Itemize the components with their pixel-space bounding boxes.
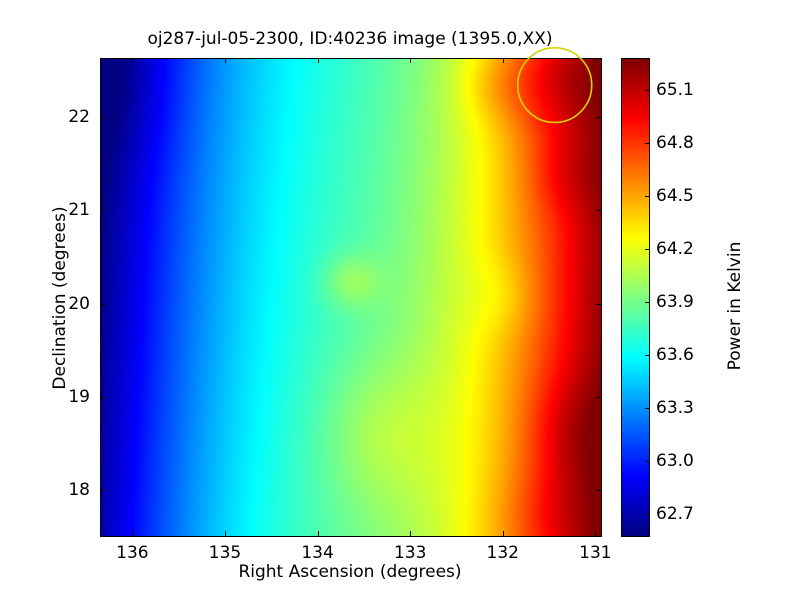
y-tick-mark-right xyxy=(596,116,601,118)
y-tick-mark-right xyxy=(596,396,601,398)
colorbar-tick-label: 63.0 xyxy=(656,450,694,471)
x-tick-mark-top xyxy=(225,58,226,63)
x-tick-mark-top xyxy=(502,58,504,63)
colorbar-tick-mark xyxy=(645,407,650,409)
y-tick-mark-left xyxy=(100,116,105,118)
y-tick-label: 20 xyxy=(68,293,90,314)
x-tick-mark-top xyxy=(317,58,319,63)
x-tick-mark-top xyxy=(595,58,597,63)
x-tick-mark-bottom xyxy=(317,531,319,536)
x-tick-label: 134 xyxy=(301,543,334,563)
x-tick-mark-bottom xyxy=(225,531,226,536)
colorbar-tick-label: 62.7 xyxy=(656,503,694,524)
source-circle xyxy=(516,46,593,124)
x-tick-label: 133 xyxy=(393,543,427,563)
x-tick-label: 132 xyxy=(486,543,519,563)
colorbar-tick-label: 63.3 xyxy=(656,397,694,418)
page-title: oj287-jul-05-2300, ID:40236 image (1395.… xyxy=(147,29,553,49)
y-tick-mark-left xyxy=(100,303,105,305)
x-tick-mark-bottom xyxy=(502,531,504,536)
y-tick-mark-left xyxy=(100,396,105,398)
y-tick-mark-left xyxy=(100,490,105,492)
colorbar-tick-label: 65.1 xyxy=(656,79,694,100)
colorbar-tick-mark xyxy=(645,513,650,515)
y-tick-mark-right xyxy=(596,303,601,305)
y-tick-label: 19 xyxy=(68,386,90,407)
x-axis-label: Right Ascension (degrees) xyxy=(238,562,462,582)
colorbar-tick-label: 64.5 xyxy=(656,185,694,206)
y-tick-mark-right xyxy=(596,210,601,212)
x-tick-mark-bottom xyxy=(595,531,597,536)
colorbar-tick-label: 63.6 xyxy=(656,344,694,365)
colorbar-tick-mark xyxy=(645,248,650,250)
y-tick-mark-right xyxy=(596,490,601,492)
colorbar-tick-label: 63.9 xyxy=(656,291,694,312)
y-tick-label: 22 xyxy=(68,106,90,127)
y-tick-label: 18 xyxy=(68,480,90,501)
x-tick-mark-top xyxy=(132,58,134,63)
colorbar-tick-mark xyxy=(645,89,650,91)
colorbar-tick-mark xyxy=(645,301,650,303)
y-tick-mark-left xyxy=(100,210,105,212)
x-tick-label: 136 xyxy=(116,543,149,563)
colorbar-label: Power in Kelvin xyxy=(725,241,745,371)
colorbar-tick-mark xyxy=(645,142,650,144)
x-tick-label: 131 xyxy=(579,543,612,563)
colorbar-gradient xyxy=(622,59,649,536)
colorbar[interactable] xyxy=(621,58,650,537)
x-tick-label: 135 xyxy=(208,543,242,563)
y-tick-label: 21 xyxy=(68,200,90,221)
colorbar-tick-mark xyxy=(645,195,650,197)
colorbar-tick-mark xyxy=(645,460,650,462)
x-tick-mark-top xyxy=(410,58,412,63)
x-tick-mark-bottom xyxy=(410,531,412,536)
x-tick-mark-bottom xyxy=(132,531,134,536)
heatmap-image[interactable] xyxy=(101,59,601,536)
annotation-overlay xyxy=(516,46,593,124)
colorbar-tick-label: 64.8 xyxy=(656,132,694,153)
y-axis-label: Declination (degrees) xyxy=(50,206,70,390)
heatmap-axes[interactable] xyxy=(100,46,602,537)
colorbar-tick-label: 64.2 xyxy=(656,238,694,259)
colorbar-tick-mark xyxy=(645,354,650,356)
